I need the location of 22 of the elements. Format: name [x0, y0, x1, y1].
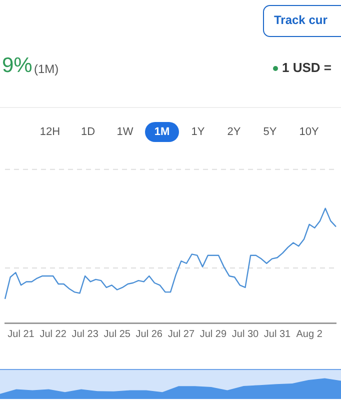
text: Track cur [263, 5, 341, 37]
x-tick-label: Jul 30 [232, 328, 260, 340]
x-tick-label: Jul 23 [72, 328, 99, 340]
text: 1W [116, 125, 134, 140]
text: 10Y [298, 125, 320, 140]
text: 1D [80, 125, 96, 140]
x-tick-label: Jul 31 [264, 328, 292, 340]
text: 5Y [262, 125, 278, 140]
x-tick-label: Jul 25 [104, 328, 131, 340]
text: 1Y [190, 125, 206, 140]
text: 12H [38, 125, 62, 140]
x-tick-label: Jul 22 [40, 328, 67, 340]
text: 1M [145, 122, 179, 142]
x-tick-label: Jul 26 [136, 328, 163, 340]
text: 1 USD = [282, 60, 332, 75]
x-tick-label: Jul 29 [200, 328, 227, 340]
x-tick-label: Jul 21 [8, 328, 35, 340]
text: 2Y [226, 125, 242, 140]
text: 9% [2, 54, 32, 78]
text: (1M) [34, 62, 59, 76]
x-tick-label: Jul 27 [168, 328, 195, 340]
x-tick-label: Aug 2 [296, 328, 323, 340]
